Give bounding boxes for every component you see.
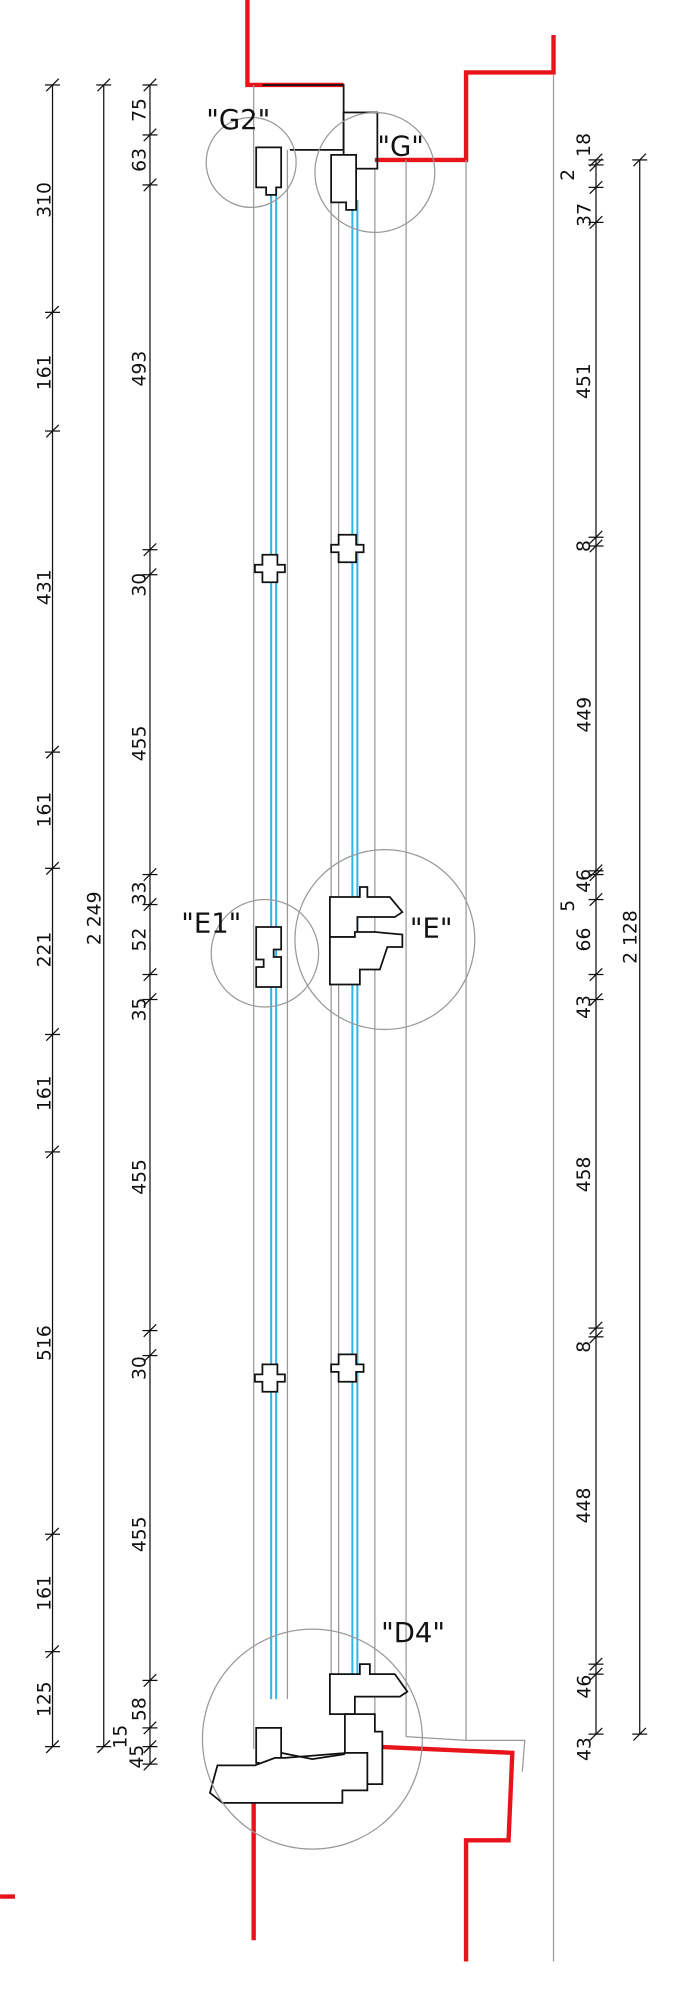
dimension-label: 455 xyxy=(129,725,150,761)
dimension-label: 161 xyxy=(35,354,56,390)
dimension-label: 161 xyxy=(35,792,56,828)
dimension-label: 66 xyxy=(574,928,595,952)
dimension-label: 37 xyxy=(574,203,595,227)
dimension-label: 58 xyxy=(129,1697,150,1721)
dimension-label: 451 xyxy=(574,363,595,399)
dimension-label: 516 xyxy=(35,1325,56,1361)
dimension-label: 2 xyxy=(558,169,579,181)
dimension-label: 18 xyxy=(574,133,595,157)
dimensions: 310 161 431 161 221 161 516 161 125 2 249 75 63 493 3… xyxy=(35,78,648,1771)
dimension-label: 63 xyxy=(129,148,150,172)
dimension-label: 45 xyxy=(127,1745,148,1769)
dimension-label: 75 xyxy=(129,98,150,122)
dimension-label: 33 xyxy=(129,881,150,905)
dimension-label: 5 xyxy=(558,900,579,912)
dimension-label: 30 xyxy=(129,1356,150,1380)
dimension-label: 455 xyxy=(129,1516,150,1552)
dimension-label: 35 xyxy=(129,998,150,1022)
dimension-label: 310 xyxy=(35,182,56,218)
callout-label: "E1" xyxy=(181,908,241,940)
detail-circles xyxy=(201,111,476,1850)
dimension-label: 2 128 xyxy=(620,910,641,964)
dimension-label: 52 xyxy=(129,928,150,952)
callouts: "G2" "G" "E1" "E" "D4" xyxy=(181,104,452,1649)
dimension-label: 46 xyxy=(574,869,595,893)
dimension-label: 448 xyxy=(574,1488,595,1524)
dimension-label: 449 xyxy=(574,697,595,733)
profiles xyxy=(208,146,409,1804)
dimension-label: 125 xyxy=(35,1681,56,1717)
dimension-label: 431 xyxy=(35,569,56,605)
dimension-label: 161 xyxy=(35,1075,56,1111)
dimension-label: 161 xyxy=(35,1575,56,1611)
dimension-label: 221 xyxy=(35,932,56,968)
dimension-label: 8 xyxy=(574,1341,595,1353)
dimension-label: 8 xyxy=(574,540,595,552)
dimension-label: 455 xyxy=(129,1159,150,1195)
dimension-label: 2 249 xyxy=(85,891,106,945)
dimension-label: 30 xyxy=(129,573,150,597)
callout-label: "G" xyxy=(377,130,424,162)
dimension-label: 43 xyxy=(574,995,595,1019)
callout-label: "E" xyxy=(410,913,453,945)
dimension-label: 43 xyxy=(574,1737,595,1761)
dimension-label: 493 xyxy=(129,351,150,387)
dimension-label: 46 xyxy=(574,1675,595,1699)
callout-label: "D4" xyxy=(381,1617,445,1649)
dimension-label: 458 xyxy=(574,1157,595,1193)
dimension-label: 15 xyxy=(111,1725,132,1749)
callout-label: "G2" xyxy=(206,104,270,136)
